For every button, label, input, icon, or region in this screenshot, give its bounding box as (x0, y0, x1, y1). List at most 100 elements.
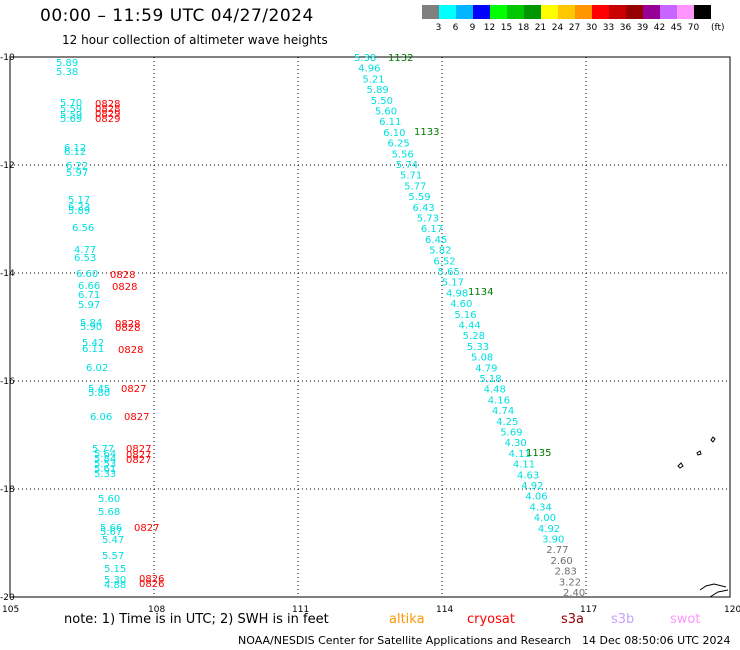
swh-value: 5.57 (102, 551, 124, 562)
legend-swatch (643, 5, 660, 19)
pass-time: 0826 (139, 579, 164, 590)
x-tick-label: 120 (724, 605, 740, 615)
legend-swatch (507, 5, 524, 19)
swh-value: 4.48 (484, 385, 506, 396)
swh-value: 2.77 (546, 545, 568, 556)
swh-value: 5.59 (60, 104, 82, 115)
swh-value: 5.64 (94, 449, 116, 460)
map-frame (9, 56, 731, 598)
legend-label: 15 (500, 23, 513, 33)
pass-time: 0828 (115, 323, 140, 334)
swh-value: 5.59 (408, 192, 430, 203)
swh-value: 2.60 (550, 556, 572, 567)
swh-value: 6.52 (433, 256, 455, 267)
swh-value: 5.59 (60, 110, 82, 121)
swh-value: 5.17 (68, 195, 90, 206)
swh-value: 4.88 (104, 580, 126, 591)
swh-value: 3.90 (542, 535, 564, 546)
pass-time: 0827 (121, 384, 146, 395)
pass-time: 1132 (388, 53, 413, 64)
legend-swatch (592, 5, 609, 19)
swh-value: 5.08 (471, 353, 493, 364)
legend-swatch (626, 5, 643, 19)
swh-value: 6.45 (425, 235, 447, 246)
swh-value: 5.69 (60, 114, 82, 125)
island-shape (677, 462, 684, 469)
footer-timestamp: 14 Dec 08:50:06 UTC 2024 (582, 634, 731, 647)
pass-time: 1134 (468, 287, 493, 298)
legend-swatch (677, 5, 694, 19)
swh-value: 4.25 (496, 417, 518, 428)
swh-value: 5.77 (92, 444, 114, 455)
legend-label: 27 (568, 23, 581, 33)
swh-value: 5.74 (396, 160, 418, 171)
sat-swot: swot (670, 612, 701, 627)
map-subtitle: 12 hour collection of altimeter wave hei… (62, 33, 328, 47)
x-tick-label: 111 (292, 605, 309, 615)
swh-value: 4.63 (517, 470, 539, 481)
swh-value: 5.84 (94, 454, 116, 465)
pass-time: 0828 (95, 104, 120, 115)
track-left: 5.895.385.705.595.595.696.126.126.225.97… (56, 58, 164, 591)
swh-value: 6.53 (74, 253, 96, 264)
swh-value: 3.22 (559, 577, 581, 588)
swh-value: 6.02 (86, 363, 108, 374)
swh-value: 4.11 (513, 460, 535, 471)
pass-time: 0827 (126, 444, 151, 455)
swh-value: 4.79 (475, 363, 497, 374)
x-tick-label: 105 (2, 605, 19, 615)
pass-time: 0828 (110, 270, 135, 281)
legend-label: 6 (452, 23, 459, 33)
swh-value: 4.60 (450, 299, 472, 310)
swh-value: 4.77 (74, 245, 96, 256)
legend-label: 33 (602, 23, 615, 33)
swh-value: 4.00 (534, 513, 556, 524)
y-tick-label: -18 (0, 485, 15, 495)
swh-value: 5.45 (88, 384, 110, 395)
swh-value: 5.60 (375, 107, 397, 118)
swh-value: 5.65 (438, 267, 460, 278)
swh-value: 2.40 (563, 588, 585, 599)
y-tick-label: -10 (0, 53, 15, 63)
swh-value: 5.56 (392, 149, 414, 160)
swh-value: 5.67 (100, 527, 122, 538)
swh-value: 6.11 (82, 344, 104, 355)
legend-swatch (473, 5, 490, 19)
swh-value: 6.11 (379, 117, 401, 128)
y-tick-label: -16 (0, 377, 15, 387)
legend-label: 21 (534, 23, 547, 33)
sat-cryosat: cryosat (467, 612, 515, 627)
swh-value: 4.96 (358, 64, 380, 75)
swh-value: 5.70 (60, 98, 82, 109)
swh-value: 5.90 (80, 322, 102, 333)
legend-swatch (439, 5, 456, 19)
y-tick-label: -12 (0, 161, 15, 171)
legend-swatch (558, 5, 575, 19)
swh-value: 5.89 (68, 206, 90, 217)
legend-label: 39 (636, 23, 649, 33)
pass-time: 1133 (414, 127, 439, 138)
swh-value: 6.43 (413, 203, 435, 214)
coastline-islands (677, 436, 729, 598)
legend-swatch (660, 5, 677, 19)
swh-value: 5.30 (104, 575, 126, 586)
legend-swatch (456, 5, 473, 19)
swh-value: 5.50 (371, 96, 393, 107)
swh-value: 4.92 (521, 481, 543, 492)
swh-value: 5.89 (56, 58, 78, 69)
legend-unit: (ft) (711, 23, 725, 33)
swh-value: 5.66 (100, 523, 122, 534)
swh-value: 5.18 (479, 374, 501, 385)
swh-value: 5.77 (404, 181, 426, 192)
swh-value: 4.98 (446, 288, 468, 299)
island-shape (699, 583, 727, 591)
swh-value: 5.28 (463, 331, 485, 342)
swh-value: 5.84 (80, 318, 102, 329)
legend-label: 45 (670, 23, 683, 33)
swh-value: 5.60 (98, 494, 120, 505)
swh-value: 6.56 (72, 223, 94, 234)
swh-value: 6.71 (78, 290, 100, 301)
swh-value: 5.47 (102, 535, 124, 546)
legend-label: 24 (551, 23, 564, 33)
swh-value: 5.68 (98, 507, 120, 518)
